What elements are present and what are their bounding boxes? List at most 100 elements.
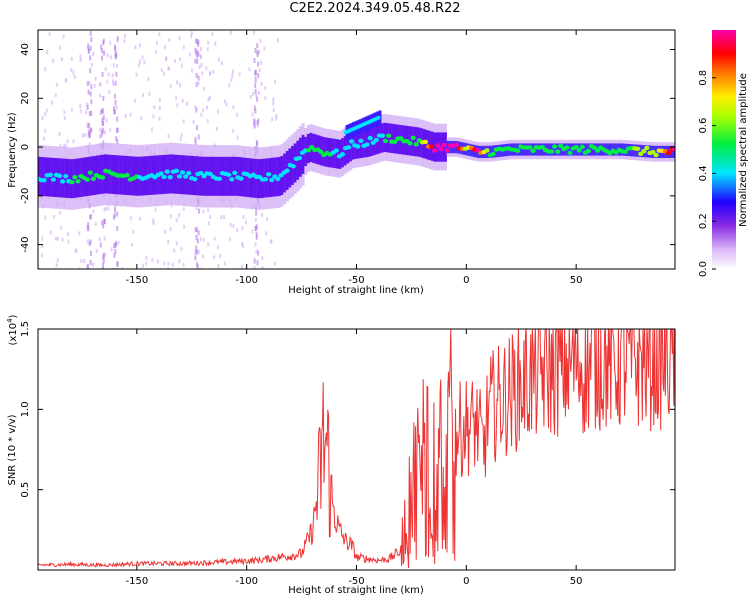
spectrogram-noise — [104, 206, 107, 211]
spectrogram-noise — [64, 78, 67, 83]
spectrogram-noise — [59, 210, 62, 215]
spectrogram-noise — [220, 61, 223, 66]
spectrogram-noise — [155, 40, 158, 45]
spectrogram-noise — [180, 246, 183, 251]
spectrogram-core — [548, 149, 555, 154]
spectrogram-noise — [158, 116, 161, 121]
spectrogram-band — [359, 128, 363, 159]
spectrogram-noise — [41, 243, 44, 248]
spectrogram-streak — [253, 58, 256, 64]
spectrogram-noise — [229, 30, 232, 35]
spectrogram-core — [75, 179, 81, 184]
spectrogram-noise — [236, 135, 239, 140]
spectrogram-xtick-label: -50 — [348, 275, 364, 286]
spectrogram-streak — [113, 106, 116, 112]
spectrogram-noise — [205, 66, 208, 71]
spectrogram-noise — [158, 105, 161, 110]
spectrogram-noise — [48, 32, 51, 37]
spectrogram-core — [339, 152, 346, 157]
spectrogram-streak — [90, 250, 93, 256]
spectrogram-noise — [72, 139, 75, 144]
spectrogram-noise — [104, 67, 107, 72]
spectrogram-noise — [166, 267, 169, 269]
spectrogram-band — [51, 157, 55, 197]
spectrogram-streak — [86, 81, 89, 87]
spectrogram-streak — [196, 264, 199, 269]
spectrogram-noise — [170, 203, 173, 208]
spectrogram-noise — [45, 108, 48, 113]
spectrogram-noise — [63, 110, 66, 115]
spectrogram-core — [592, 145, 598, 151]
spectrogram-noise — [54, 93, 57, 98]
spectrogram-streak — [196, 53, 199, 59]
spectrogram-streak — [254, 88, 257, 94]
spectrogram-core — [382, 138, 389, 144]
spectrogram-noise — [207, 208, 210, 213]
spectrogram-band — [412, 126, 416, 157]
spectrogram-streak — [257, 250, 260, 256]
spectrogram-noise — [134, 98, 137, 103]
spectrogram-core — [484, 148, 490, 153]
spectrogram-streak — [256, 52, 259, 58]
spectrogram-noise — [109, 127, 112, 132]
spectrogram-noise — [154, 207, 157, 212]
spectrogram-noise — [152, 221, 155, 226]
spectrogram-noise — [78, 267, 81, 269]
spectrogram-streak — [194, 58, 197, 64]
spectrogram-noise — [150, 127, 153, 132]
spectrogram-streak — [102, 114, 105, 120]
spectrogram-core — [530, 148, 536, 154]
spectrogram-noise — [228, 237, 231, 242]
spectrogram-band — [106, 154, 110, 194]
spectrogram-streak — [100, 55, 103, 61]
spectrogram-band — [161, 154, 165, 194]
spectrogram-noise — [254, 73, 257, 78]
spectrogram-noise — [167, 239, 170, 244]
spectrogram-noise — [83, 258, 86, 263]
spectrogram-noise — [53, 215, 56, 220]
spectrogram-xtick-label: 50 — [570, 275, 583, 286]
spectrogram-noise — [158, 98, 161, 103]
spectrogram-streak — [195, 82, 198, 88]
spectrogram-noise — [43, 136, 46, 141]
spectrogram-core — [318, 149, 324, 155]
spectrogram-core — [262, 177, 269, 182]
spectrogram-core — [164, 169, 170, 174]
spectrogram-core — [63, 174, 69, 179]
spectrogram-noise — [175, 241, 178, 246]
spectrogram-streak — [86, 225, 89, 231]
spectrogram-noise — [139, 59, 142, 64]
snr-panel: -150 -100 -50 0 50 0.5 1.0 1.5 Height of straig… — [6, 314, 676, 596]
spectrogram-core — [355, 144, 361, 149]
spectrogram-noise — [207, 242, 210, 247]
spectrogram-noise — [55, 82, 58, 87]
snr-xtick-label: -150 — [125, 576, 148, 587]
spectrogram-noise — [199, 54, 202, 59]
spectrogram-band — [380, 123, 384, 153]
spectrogram-streak — [196, 58, 199, 64]
spectrogram-noise — [90, 63, 93, 68]
spectrogram-noise — [73, 74, 76, 79]
spectrogram-ytick-label: 20 — [20, 92, 31, 105]
spectrogram-noise — [63, 115, 66, 120]
spectrogram-noise — [121, 267, 124, 269]
spectrogram-noise — [182, 262, 185, 267]
spectrogram-core — [432, 148, 438, 153]
spectrogram-band — [43, 157, 47, 197]
spectrogram-noise — [160, 67, 163, 72]
spectrogram-streak — [255, 231, 258, 237]
spectrogram-band — [378, 124, 382, 154]
snr-ytick-label: 1.5 — [20, 321, 31, 337]
spectrogram-noise — [107, 72, 110, 77]
spectrogram-noise — [105, 118, 108, 123]
spectrogram-noise — [275, 114, 278, 119]
spectrogram-band — [425, 129, 429, 160]
spectrogram-streak — [113, 252, 116, 258]
colorbar-tick-label: 0.2 — [698, 213, 709, 229]
spectrogram-noise — [72, 70, 75, 75]
spectrogram-core — [641, 148, 647, 154]
spectrogram-core — [665, 150, 672, 156]
spectrogram-noise — [206, 119, 209, 124]
spectrogram-streak — [87, 89, 90, 95]
